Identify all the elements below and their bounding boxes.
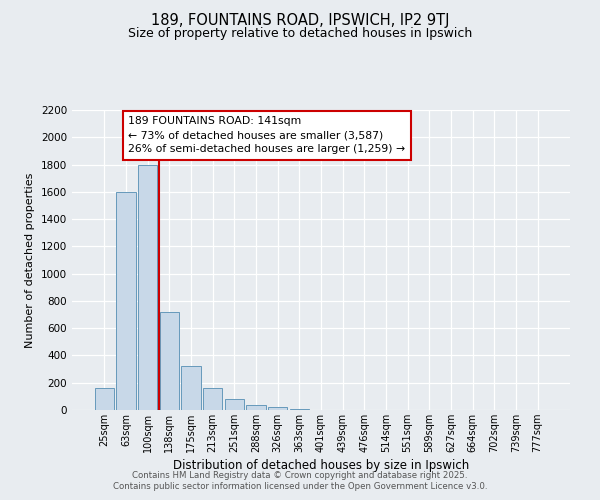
Bar <box>95 388 114 410</box>
Text: 189 FOUNTAINS ROAD: 141sqm
← 73% of detached houses are smaller (3,587)
26% of s: 189 FOUNTAINS ROAD: 141sqm ← 73% of deta… <box>128 116 406 154</box>
X-axis label: Distribution of detached houses by size in Ipswich: Distribution of detached houses by size … <box>173 459 469 472</box>
Bar <box>181 366 201 410</box>
Bar <box>203 388 223 410</box>
Bar <box>224 399 244 410</box>
Text: Contains public sector information licensed under the Open Government Licence v3: Contains public sector information licen… <box>113 482 487 491</box>
Bar <box>116 192 136 410</box>
Text: Size of property relative to detached houses in Ipswich: Size of property relative to detached ho… <box>128 28 472 40</box>
Text: Contains HM Land Registry data © Crown copyright and database right 2025.: Contains HM Land Registry data © Crown c… <box>132 471 468 480</box>
Bar <box>246 405 266 410</box>
Bar <box>160 312 179 410</box>
Bar <box>268 408 287 410</box>
Text: 189, FOUNTAINS ROAD, IPSWICH, IP2 9TJ: 189, FOUNTAINS ROAD, IPSWICH, IP2 9TJ <box>151 12 449 28</box>
Y-axis label: Number of detached properties: Number of detached properties <box>25 172 35 348</box>
Bar <box>138 164 157 410</box>
Bar <box>290 408 309 410</box>
